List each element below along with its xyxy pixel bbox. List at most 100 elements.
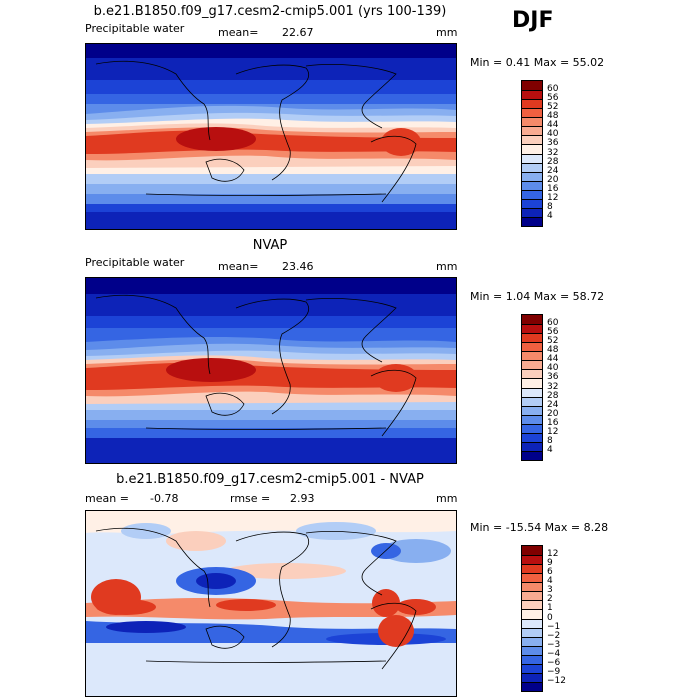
colorbar-cell: [522, 405, 542, 415]
colorbar-cell: [522, 135, 542, 145]
colorbar-tick-label: 4: [547, 576, 553, 587]
colorbar-cell: [522, 618, 542, 628]
panel-1-map-plot: [86, 44, 456, 229]
panel-3-mean-value: -0.78: [150, 492, 179, 505]
colorbar-tick-label: 20: [547, 408, 559, 419]
colorbar-cell: [522, 360, 542, 370]
colorbar-cell: [522, 600, 542, 610]
colorbar-tick-label: 12: [547, 549, 559, 560]
colorbar-tick-label: 32: [547, 381, 559, 392]
panel-3-colorbar: [521, 545, 543, 692]
colorbar-tick-label: 28: [547, 390, 559, 401]
colorbar-cell: [522, 582, 542, 592]
panel-3-map-plot: [86, 511, 456, 696]
colorbar-tick-label: 4: [547, 210, 553, 221]
panel-2-variable-label: Precipitable water: [85, 256, 185, 269]
colorbar-tick-label: 48: [547, 345, 559, 356]
colorbar-cell: [522, 216, 542, 226]
colorbar-tick-label: 52: [547, 336, 559, 347]
colorbar-tick-label: 8: [547, 435, 553, 446]
panel-3-mean-label: mean =: [85, 492, 129, 505]
colorbar-cell: [522, 441, 542, 451]
colorbar-cell: [522, 555, 542, 565]
colorbar-cell: [522, 153, 542, 163]
panel-1-minmax: Min = 0.41 Max = 55.02: [470, 56, 605, 69]
colorbar-cell: [522, 396, 542, 406]
colorbar-tick-label: 6: [547, 567, 553, 578]
colorbar-tick-label: 36: [547, 372, 559, 383]
colorbar-cell: [522, 636, 542, 646]
colorbar-tick-label: 12: [547, 426, 559, 437]
colorbar-tick-label: 16: [547, 183, 559, 194]
colorbar-cell: [522, 432, 542, 442]
colorbar-cell: [522, 81, 542, 91]
colorbar-cell: [522, 324, 542, 334]
colorbar-cell: [522, 654, 542, 664]
colorbar-tick-label: −3: [547, 639, 561, 650]
colorbar-cell: [522, 627, 542, 637]
colorbar-tick-label: 28: [547, 156, 559, 167]
panel-3-units: mm: [436, 492, 458, 505]
panel-2-map: [85, 277, 457, 464]
colorbar-tick-label: −6: [547, 657, 561, 668]
colorbar-cell: [522, 144, 542, 154]
colorbar-tick-label: −2: [547, 630, 561, 641]
colorbar-cell: [522, 609, 542, 619]
panel-1-colorbar: [521, 80, 543, 227]
colorbar-cell: [522, 378, 542, 388]
colorbar-cell: [522, 342, 542, 352]
colorbar-cell: [522, 564, 542, 574]
colorbar-cell: [522, 351, 542, 361]
colorbar-tick-label: 8: [547, 201, 553, 212]
colorbar-cell: [522, 162, 542, 172]
colorbar-tick-label: 32: [547, 147, 559, 158]
colorbar-tick-label: 3: [547, 585, 553, 596]
colorbar-tick-label: 24: [547, 165, 559, 176]
panel-2-mean-value: 23.46: [282, 260, 314, 273]
colorbar-cell: [522, 333, 542, 343]
colorbar-cell: [522, 369, 542, 379]
colorbar-tick-label: 56: [547, 327, 559, 338]
panel-3-map: [85, 510, 457, 697]
colorbar-tick-label: −1: [547, 621, 561, 632]
panel-2-colorbar: [521, 314, 543, 461]
panel-2-mean-label: mean=: [218, 260, 259, 273]
colorbar-cell: [522, 108, 542, 118]
colorbar-tick-label: 20: [547, 174, 559, 185]
colorbar-cell: [522, 423, 542, 433]
colorbar-cell: [522, 126, 542, 136]
panel-2-map-plot: [86, 278, 456, 463]
colorbar-tick-label: 60: [547, 318, 559, 329]
panel-3-rmse-value: 2.93: [290, 492, 315, 505]
colorbar-tick-label: 60: [547, 84, 559, 95]
colorbar-cell: [522, 180, 542, 190]
colorbar-cell: [522, 591, 542, 601]
colorbar-cell: [522, 198, 542, 208]
colorbar-cell: [522, 207, 542, 217]
colorbar-tick-label: 2: [547, 594, 553, 605]
colorbar-tick-label: 0: [547, 612, 553, 623]
panel-3-title: b.e21.B1850.f09_g17.cesm2-cmip5.001 - NV…: [116, 472, 424, 487]
colorbar-cell: [522, 315, 542, 325]
panel-1-mean-label: mean=: [218, 26, 259, 39]
season-label: DJF: [512, 8, 554, 33]
panel-2-minmax: Min = 1.04 Max = 58.72: [470, 290, 605, 303]
colorbar-tick-label: 44: [547, 120, 559, 131]
colorbar-tick-label: 1: [547, 603, 553, 614]
colorbar-tick-label: 4: [547, 444, 553, 455]
colorbar-cell: [522, 171, 542, 181]
colorbar-cell: [522, 414, 542, 424]
colorbar-cell: [522, 645, 542, 655]
colorbar-tick-label: 44: [547, 354, 559, 365]
colorbar-tick-label: 40: [547, 129, 559, 140]
panel-3-rmse-label: rmse =: [230, 492, 271, 505]
colorbar-cell: [522, 99, 542, 109]
panel-1-map: [85, 43, 457, 230]
colorbar-cell: [522, 663, 542, 673]
colorbar-cell: [522, 90, 542, 100]
colorbar-tick-label: −12: [547, 675, 566, 686]
colorbar-tick-label: 36: [547, 138, 559, 149]
panel-2-title: NVAP: [252, 238, 288, 253]
colorbar-cell: [522, 117, 542, 127]
colorbar-tick-label: 24: [547, 399, 559, 410]
